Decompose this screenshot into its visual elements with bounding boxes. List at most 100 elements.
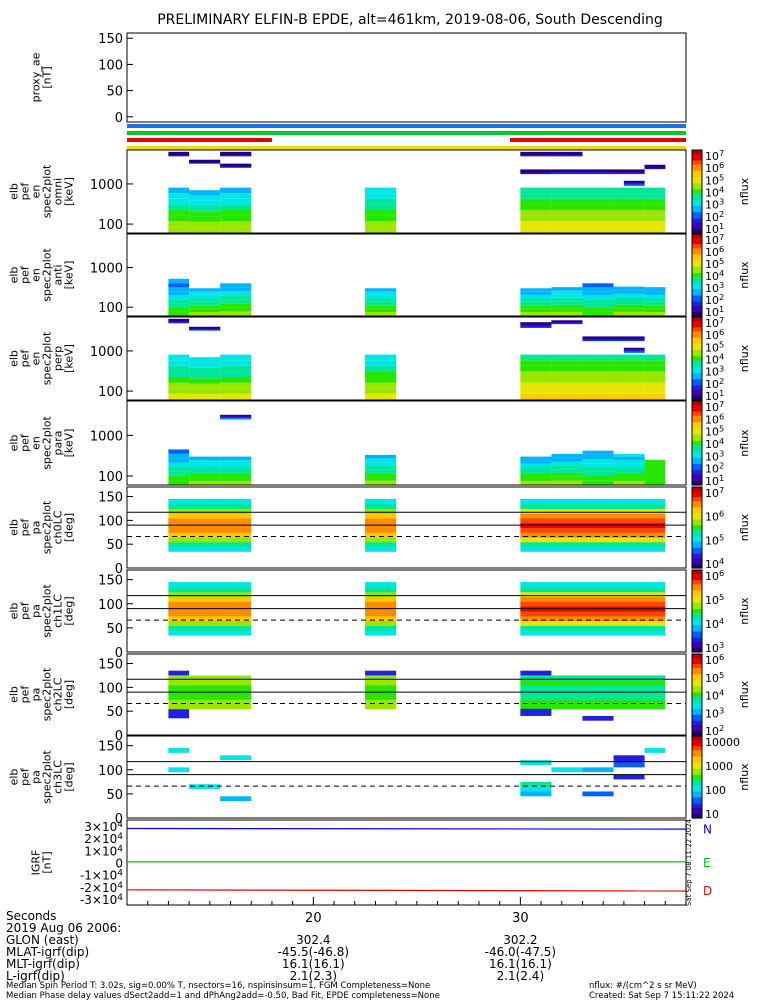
colorbar-cell: [692, 224, 702, 228]
y-tick-label: 1000: [90, 178, 123, 193]
colorbar-cell: [692, 160, 702, 164]
colorbar-cell: [692, 434, 702, 438]
heat-cell: [613, 204, 645, 211]
heat-cell: [220, 415, 252, 417]
colorbar-cell: [692, 258, 702, 262]
heat-cell: [168, 527, 252, 533]
colorbar-cell: [692, 445, 702, 448]
heat-cell: [551, 169, 583, 171]
colorbar-title: nflux: [738, 344, 751, 372]
heat-cell: [189, 206, 221, 212]
heat-cell: [613, 456, 645, 461]
heat-cell: [365, 537, 397, 543]
heat-cell: [220, 291, 252, 296]
colorbar-cell: [692, 754, 702, 758]
heat-cell: [168, 767, 190, 773]
heat-cell: [520, 601, 666, 607]
heat-cell: [168, 541, 252, 548]
heat-cell: [168, 615, 252, 622]
heat-cell: [644, 371, 666, 378]
heat-cell: [365, 480, 397, 485]
colorbar-cell: [692, 582, 702, 585]
y-tick-label: 50: [106, 705, 123, 720]
heat-cell: [365, 371, 397, 378]
heat-cell: [582, 336, 614, 338]
heat-cell: [623, 183, 645, 185]
colorbar-cell: [692, 764, 702, 768]
colorbar-cell: [692, 422, 702, 425]
colorbar-cell: [692, 728, 702, 732]
colorbar-frame: [691, 735, 703, 819]
heat-cell: [365, 308, 397, 313]
heat-cell: [168, 295, 190, 300]
colorbar-cell: [692, 523, 702, 527]
panel-0: 150 100 50 0 proxy_ae[nT]: [30, 32, 687, 126]
y-axis-title: elbpefenspec2plotanti[keV]: [8, 248, 76, 302]
colorbar-cell: [692, 668, 702, 671]
heat-cell: [365, 354, 397, 361]
colorbar-cell: [692, 364, 702, 368]
colorbar-cell: [692, 487, 702, 490]
heat-cell: [168, 475, 190, 481]
heat-cell: [613, 755, 645, 763]
heat-cell: [220, 187, 252, 194]
heat-cell: [220, 299, 252, 304]
heat-cell: [168, 517, 252, 524]
x-row-value: 2.1(2.3): [290, 969, 338, 983]
colorbar-cell: [692, 206, 702, 209]
y-tick-label: -1×104: [80, 869, 123, 883]
heat-cell: [168, 215, 190, 222]
heat-cell: [189, 190, 221, 196]
colorbar-cell: [692, 401, 702, 404]
colorbar-cell: [692, 415, 702, 419]
heat-cell: [520, 170, 552, 172]
heat-cell: [623, 347, 645, 349]
heat-cell: [644, 210, 666, 216]
colorbar-cell: [692, 656, 702, 659]
panel-frame: [126, 316, 687, 401]
heat-cell: [168, 546, 252, 552]
heat-cell: [551, 301, 583, 305]
heat-cell: [168, 365, 190, 372]
heat-cell: [644, 748, 666, 753]
heat-cell: [365, 601, 397, 607]
colorbar-cell: [692, 179, 702, 182]
y-tick-label: -3×104: [80, 893, 123, 907]
heat-cell: [189, 373, 221, 379]
heat-cell: [520, 480, 552, 485]
colorbar-cell: [692, 373, 702, 376]
heat-cell: [551, 154, 583, 156]
heat-cell: [189, 308, 221, 313]
colorbar-tick-label: 106: [705, 568, 724, 583]
panel-7: 150 100 50 0 elbpefpaspec2plotch2LC[deg] 106 1…: [8, 652, 752, 744]
heat-cell: [613, 336, 645, 338]
heat-cell: [520, 172, 552, 174]
heat-cell: [551, 304, 583, 309]
heat-cell: [551, 354, 583, 361]
colorbar-cell: [692, 489, 702, 492]
heat-cell: [189, 477, 221, 481]
colorbar-cell: [692, 602, 702, 606]
colorbar-cell: [692, 428, 702, 431]
heat-cell: [644, 393, 666, 400]
colorbar-cell: [692, 244, 702, 247]
heat-cell: [520, 155, 552, 157]
colorbar-cell: [692, 598, 702, 602]
panel-8: 150 100 50 0 elbpefpaspec2plotch3LC[deg] 1000…: [8, 735, 751, 827]
x-row-value: 302.4: [296, 933, 330, 947]
colorbar-cell: [692, 248, 702, 251]
heat-cell: [168, 596, 252, 602]
colorbar-cell: [692, 352, 702, 355]
heat-cell: [551, 457, 583, 462]
colorbar-cell: [692, 321, 702, 324]
heat-cell: [365, 295, 397, 299]
colorbar-cell: [692, 226, 702, 230]
colorbar-cell: [692, 706, 702, 710]
colorbar-cell: [692, 230, 702, 234]
colorbar-cell: [692, 547, 702, 551]
colorbar-cell: [692, 627, 702, 631]
heat-cell: [623, 350, 645, 352]
heat-cell: [551, 297, 583, 302]
x-row-value: 16.1(16.1): [282, 957, 345, 971]
heat-cell: [168, 321, 190, 323]
